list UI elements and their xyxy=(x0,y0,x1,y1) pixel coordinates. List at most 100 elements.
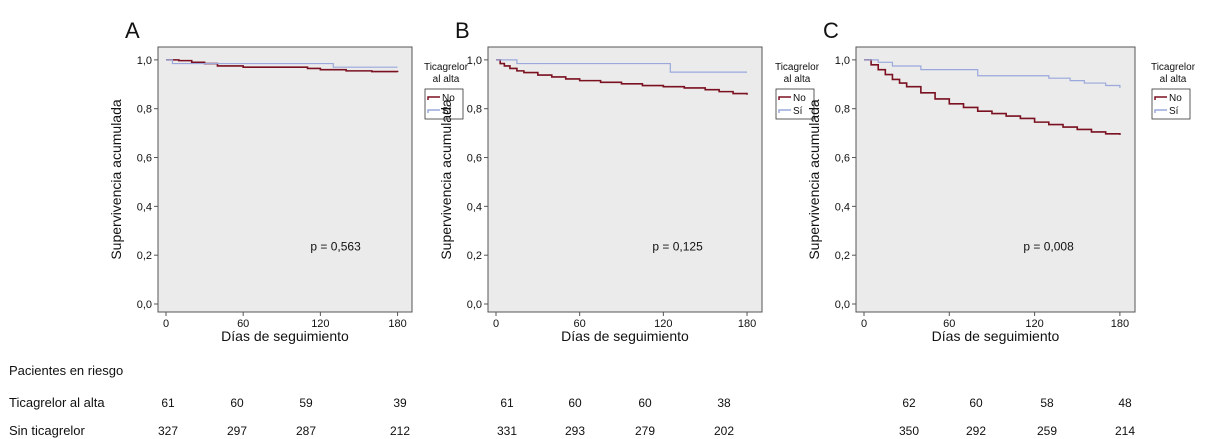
legend-box xyxy=(424,88,464,120)
legend-label-si: Sí xyxy=(1169,106,1179,117)
risk-value: 293 xyxy=(564,424,586,438)
risk-value: 60 xyxy=(230,396,244,410)
plot-area xyxy=(157,46,413,313)
risk-table-title: Pacientes en riesgo xyxy=(9,363,124,378)
legend-title-line2: al alta xyxy=(1160,74,1187,85)
y-tick-label: 0,4 xyxy=(835,201,850,213)
x-tick-label: 60 xyxy=(943,318,955,330)
legend-box xyxy=(775,88,815,120)
x-tick-label: 120 xyxy=(1025,318,1043,330)
legend-label-no: No xyxy=(1169,93,1182,104)
legend-swatch-si xyxy=(427,109,440,113)
risk-value: 61 xyxy=(500,396,514,410)
series-line-si xyxy=(166,59,398,68)
risk-value: 59 xyxy=(299,396,313,410)
panel-a: A 0,0 0,2 0,4 0,6 0,8 1,0 0 60 120 180 Días de segu… xyxy=(108,18,469,344)
series-line-no xyxy=(864,59,1121,135)
risk-value: 62 xyxy=(902,396,916,410)
legend-label-no: No xyxy=(442,93,455,104)
risk-value: 60 xyxy=(568,396,582,410)
p-value-annotation: p = 0,008 xyxy=(1023,239,1074,253)
y-tick-label: 0,8 xyxy=(835,104,850,116)
risk-value: 287 xyxy=(295,424,317,438)
series-line-no xyxy=(496,59,748,95)
risk-value: 60 xyxy=(969,396,983,410)
legend-swatch-si xyxy=(778,109,791,113)
legend-title-line1: Ticagrelor xyxy=(424,62,469,73)
legend-box xyxy=(1151,88,1191,120)
risk-value: 297 xyxy=(226,424,248,438)
y-axis-label: Supervivencia acumulada xyxy=(438,99,454,260)
risk-value: 331 xyxy=(496,424,518,438)
panel-c: C 0,0 0,2 0,4 0,6 0,8 1,0 0 60 120 180 Días de segu… xyxy=(806,18,1196,344)
y-tick-label: 0,6 xyxy=(835,153,850,165)
y-tick-label: 0,0 xyxy=(467,299,482,311)
y-tick-label: 0,4 xyxy=(137,201,152,213)
legend-title-line1: Ticagrelor xyxy=(775,62,820,73)
legend-label-no: No xyxy=(793,93,806,104)
y-axis-label: Supervivencia acumulada xyxy=(108,99,124,260)
legend-swatch-no xyxy=(427,96,440,100)
series-line-si xyxy=(496,59,748,73)
risk-value: 350 xyxy=(898,424,920,438)
risk-value: 214 xyxy=(1114,424,1136,438)
risk-value: 61 xyxy=(161,396,175,410)
y-tick-label: 0,2 xyxy=(137,250,152,262)
legend-label-si: Sí xyxy=(442,106,452,117)
legend-swatch-no xyxy=(1154,96,1167,100)
x-tick-label: 0 xyxy=(163,318,169,330)
x-tick-label: 120 xyxy=(311,318,329,330)
y-tick-label: 0,2 xyxy=(467,250,482,262)
y-tick-label: 0,0 xyxy=(835,299,850,311)
legend-title-line2: al alta xyxy=(433,74,460,85)
risk-value: 212 xyxy=(389,424,411,438)
legend-swatch-no xyxy=(778,96,791,100)
risk-value: 38 xyxy=(717,396,731,410)
x-tick-label: 0 xyxy=(493,318,499,330)
y-tick-label: 0,2 xyxy=(835,250,850,262)
risk-value: 259 xyxy=(1036,424,1058,438)
risk-value: 58 xyxy=(1040,396,1054,410)
x-tick-label: 60 xyxy=(574,318,586,330)
plot-area xyxy=(855,46,1136,313)
risk-row-label-sin-ticagrelor: Sin ticagrelor xyxy=(9,423,85,438)
panel-label: C xyxy=(823,18,839,43)
x-tick-label: 180 xyxy=(1111,318,1129,330)
x-axis-label: Días de seguimiento xyxy=(561,328,689,344)
risk-value: 279 xyxy=(634,424,656,438)
legend-label-si: Sí xyxy=(793,106,803,117)
y-tick-label: 0,6 xyxy=(137,153,152,165)
risk-value: 202 xyxy=(713,424,735,438)
y-tick-label: 0,8 xyxy=(137,104,152,116)
x-axis-label: Días de seguimiento xyxy=(932,328,1060,344)
risk-value: 39 xyxy=(393,396,407,410)
panel-b: B 0,0 0,2 0,4 0,6 0,8 1,0 0 60 120 180 Días de segu… xyxy=(438,18,820,344)
risk-value: 292 xyxy=(965,424,987,438)
x-tick-label: 180 xyxy=(388,318,406,330)
p-value-annotation: p = 0,125 xyxy=(652,239,703,253)
plot-area xyxy=(487,46,763,313)
risk-row-label-ticagrelor: Ticagrelor al alta xyxy=(9,395,105,410)
series-line-si xyxy=(864,59,1121,88)
y-tick-label: 0,6 xyxy=(467,153,482,165)
risk-value: 48 xyxy=(1118,396,1132,410)
legend-swatch-si xyxy=(1154,109,1167,113)
legend-title-line2: al alta xyxy=(784,74,811,85)
y-tick-label: 0,4 xyxy=(467,201,482,213)
y-axis-label: Supervivencia acumulada xyxy=(806,99,822,260)
p-value-annotation: p = 0,563 xyxy=(310,239,361,253)
x-tick-label: 0 xyxy=(861,318,867,330)
panel-label: B xyxy=(455,18,470,43)
y-tick-label: 0,8 xyxy=(467,104,482,116)
x-tick-label: 120 xyxy=(654,318,672,330)
y-tick-label: 1,0 xyxy=(467,55,482,67)
panel-label: A xyxy=(125,18,140,43)
x-tick-label: 180 xyxy=(738,318,756,330)
y-tick-label: 1,0 xyxy=(137,55,152,67)
x-axis-label: Días de seguimiento xyxy=(221,328,349,344)
y-tick-label: 0,0 xyxy=(137,299,152,311)
